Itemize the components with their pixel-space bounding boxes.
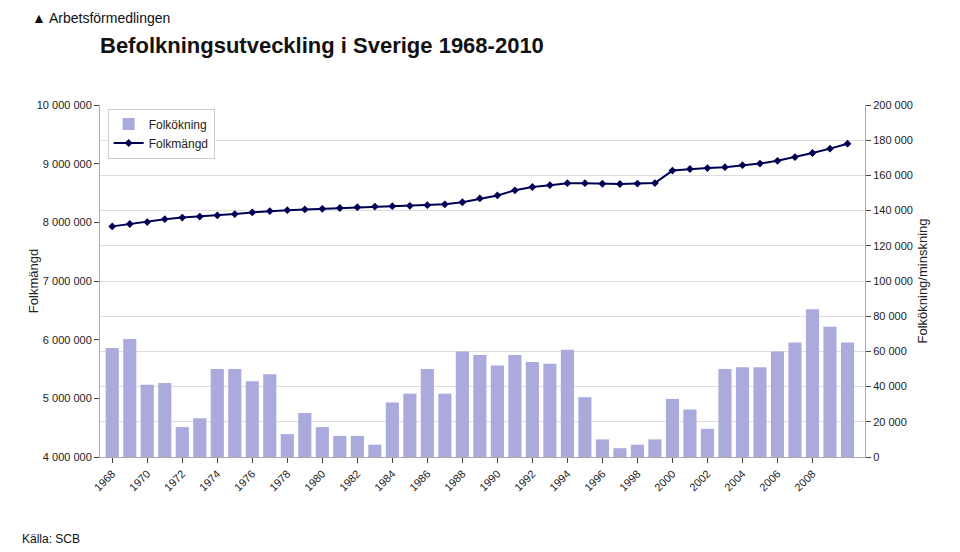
svg-text:2004: 2004 [722, 468, 748, 494]
svg-text:200 000: 200 000 [873, 99, 913, 111]
svg-text:Folkmängd: Folkmängd [26, 249, 41, 313]
svg-text:80 000: 80 000 [873, 310, 907, 322]
svg-text:40 000: 40 000 [873, 380, 907, 392]
svg-text:6 000 000: 6 000 000 [43, 334, 92, 346]
svg-text:1984: 1984 [372, 468, 398, 494]
svg-text:2008: 2008 [792, 468, 818, 494]
svg-text:60 000: 60 000 [873, 345, 907, 357]
svg-text:1994: 1994 [547, 468, 573, 494]
svg-text:Folkmängd: Folkmängd [149, 137, 208, 151]
svg-text:Källa: SCB: Källa: SCB [22, 532, 80, 546]
svg-text:1982: 1982 [337, 468, 363, 494]
svg-text:0: 0 [873, 451, 879, 463]
svg-text:100 000: 100 000 [873, 275, 913, 287]
svg-text:1998: 1998 [617, 468, 643, 494]
svg-text:1986: 1986 [407, 468, 433, 494]
svg-text:120 000: 120 000 [873, 240, 913, 252]
svg-text:20 000: 20 000 [873, 416, 907, 428]
svg-text:4 000 000: 4 000 000 [43, 451, 92, 463]
svg-text:1978: 1978 [267, 468, 293, 494]
svg-text:1970: 1970 [127, 468, 153, 494]
svg-text:1990: 1990 [477, 468, 503, 494]
svg-text:1976: 1976 [232, 468, 258, 494]
svg-text:7 000 000: 7 000 000 [43, 275, 92, 287]
svg-text:8 000 000: 8 000 000 [43, 216, 92, 228]
svg-text:160 000: 160 000 [873, 169, 913, 181]
svg-text:2006: 2006 [757, 468, 783, 494]
svg-text:5 000 000: 5 000 000 [43, 392, 92, 404]
svg-text:2000: 2000 [652, 468, 678, 494]
svg-text:2002: 2002 [687, 468, 713, 494]
svg-text:9 000 000: 9 000 000 [43, 158, 92, 170]
svg-text:10 000 000: 10 000 000 [37, 99, 92, 111]
svg-text:1974: 1974 [197, 468, 223, 494]
svg-text:Befolkningsutveckling i Sverig: Befolkningsutveckling i Sverige 1968-201… [100, 33, 544, 58]
svg-text:1980: 1980 [302, 468, 328, 494]
svg-text:1968: 1968 [92, 468, 118, 494]
svg-text:1988: 1988 [442, 468, 468, 494]
svg-text:140 000: 140 000 [873, 204, 913, 216]
svg-text:▲ Arbetsförmedlingen: ▲ Arbetsförmedlingen [32, 10, 170, 26]
svg-text:Folkökning: Folkökning [149, 118, 207, 132]
svg-text:1972: 1972 [162, 468, 188, 494]
svg-text:1992: 1992 [512, 468, 538, 494]
svg-text:Folkökning/minskning: Folkökning/minskning [915, 218, 930, 343]
svg-text:1996: 1996 [582, 468, 608, 494]
svg-text:180 000: 180 000 [873, 134, 913, 146]
